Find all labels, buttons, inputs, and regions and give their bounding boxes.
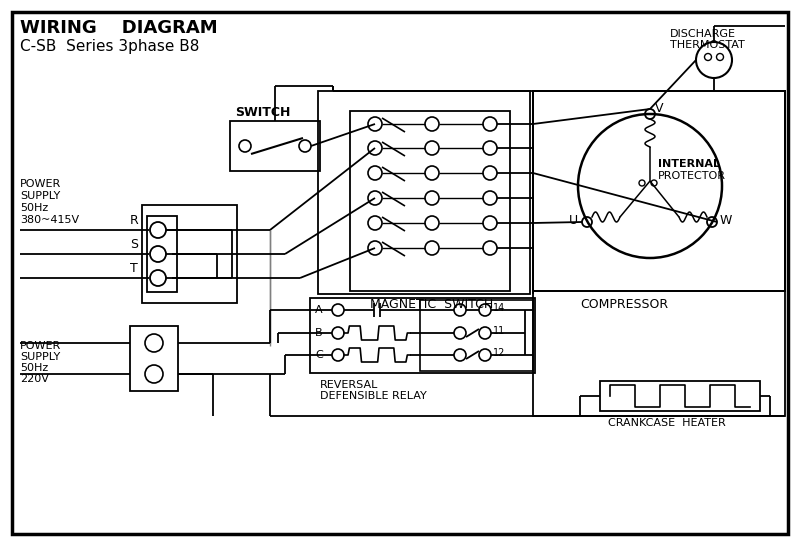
Text: V: V	[655, 103, 663, 116]
Text: PROTECTOR: PROTECTOR	[658, 171, 726, 181]
Text: CRANKCASE  HEATER: CRANKCASE HEATER	[608, 418, 726, 428]
Text: MAGNETIC  SWITCH: MAGNETIC SWITCH	[370, 298, 494, 311]
Text: 50Hz: 50Hz	[20, 203, 48, 213]
Bar	[318, 91, 530, 294]
Text: THERMOSTAT: THERMOSTAT	[670, 40, 745, 50]
Bar	[130, 326, 178, 391]
Text: 12: 12	[493, 348, 506, 358]
Text: S: S	[130, 238, 138, 251]
Bar	[230, 121, 320, 171]
Bar	[142, 205, 237, 303]
Text: 50Hz: 50Hz	[20, 363, 48, 373]
Text: U: U	[569, 213, 578, 227]
Text: 220V: 220V	[20, 374, 49, 384]
Text: T: T	[130, 262, 138, 275]
Bar	[533, 91, 785, 291]
Bar	[310, 298, 535, 373]
Text: 14: 14	[493, 303, 506, 313]
Text: DISCHARGE: DISCHARGE	[670, 29, 736, 39]
Text: B: B	[315, 328, 322, 338]
Text: POWER: POWER	[20, 341, 62, 351]
Text: W: W	[720, 213, 732, 227]
Bar	[533, 91, 785, 416]
Bar	[420, 300, 533, 371]
Text: C-SB  Series 3phase B8: C-SB Series 3phase B8	[20, 39, 199, 54]
Text: 380~415V: 380~415V	[20, 215, 79, 225]
Text: SUPPLY: SUPPLY	[20, 191, 60, 201]
Text: DEFENSIBLE RELAY: DEFENSIBLE RELAY	[320, 391, 426, 401]
Text: R: R	[130, 213, 138, 227]
Text: SWITCH: SWITCH	[235, 106, 290, 120]
Text: INTERNAL: INTERNAL	[658, 159, 720, 169]
Text: 11: 11	[493, 326, 506, 336]
Text: WIRING    DIAGRAM: WIRING DIAGRAM	[20, 19, 218, 37]
Text: SUPPLY: SUPPLY	[20, 352, 60, 362]
Text: REVERSAL: REVERSAL	[320, 380, 378, 390]
Text: C: C	[315, 350, 322, 360]
Text: POWER: POWER	[20, 179, 62, 189]
Bar	[350, 111, 510, 291]
Bar	[533, 91, 785, 291]
Bar	[147, 216, 177, 292]
Text: A: A	[315, 305, 322, 315]
Bar	[600, 381, 760, 411]
Text: COMPRESSOR: COMPRESSOR	[580, 298, 668, 311]
